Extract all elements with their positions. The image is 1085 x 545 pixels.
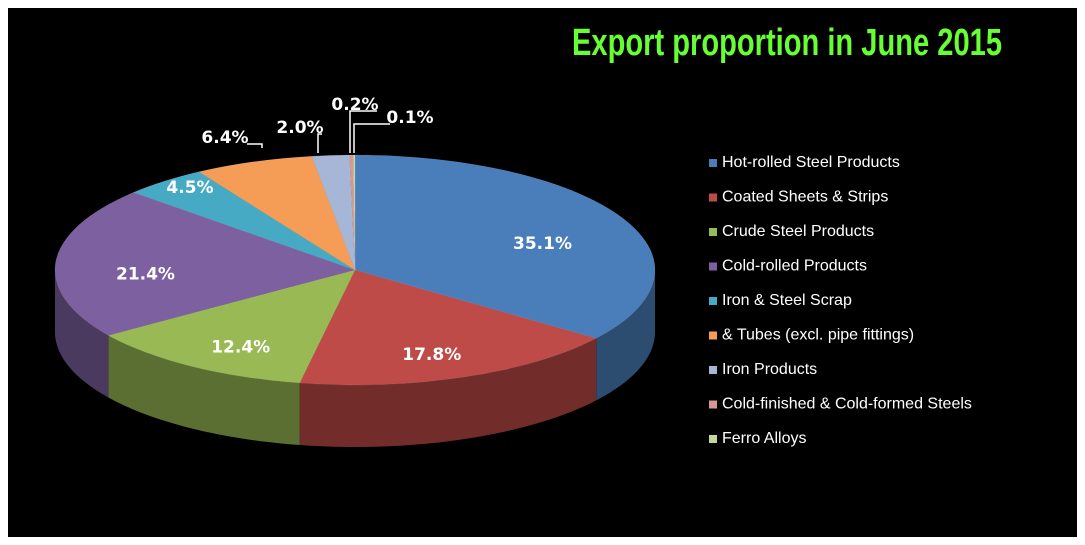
- legend-label: & Tubes (excl. pipe fittings): [722, 327, 914, 344]
- legend-label: Crude Steel Products: [722, 223, 874, 240]
- slice: [132, 171, 356, 271]
- slice: [299, 269, 597, 386]
- legend-label: Coated Sheets & Strips: [722, 189, 888, 206]
- legend-swatch: [709, 331, 717, 340]
- chart-title: Export proportion in June 2015: [572, 22, 1002, 64]
- legend-swatch: [709, 400, 717, 409]
- slice: [349, 154, 356, 271]
- data-label: 12.4%: [211, 338, 270, 358]
- slice: [311, 154, 356, 271]
- legend-label: Hot-rolled Steel Products: [722, 154, 900, 171]
- data-label: 6.4%: [201, 128, 248, 148]
- slice: [352, 154, 356, 271]
- leader-line: [247, 143, 263, 148]
- leader-line: [349, 110, 377, 153]
- slice-side: [108, 335, 300, 446]
- data-label: 0.1%: [386, 108, 433, 128]
- slice: [107, 269, 356, 384]
- data-label: 21.4%: [116, 265, 175, 285]
- leader-line: [353, 123, 390, 153]
- legend-label: Iron & Steel Scrap: [722, 292, 852, 309]
- legend-swatch: [709, 159, 717, 167]
- slice: [354, 154, 656, 339]
- leader-line: [317, 133, 322, 153]
- data-label: 2.0%: [276, 118, 323, 138]
- legend-swatch: [709, 366, 717, 374]
- slice-side: [55, 270, 109, 398]
- legend-label: Cold-finished & Cold-formed Steels: [722, 396, 972, 413]
- legend-swatch: [709, 193, 717, 202]
- legend-swatch: [709, 228, 717, 236]
- legend-swatch: [709, 435, 717, 443]
- slice: [198, 155, 356, 271]
- slice-side: [299, 338, 597, 447]
- legend-swatch: [709, 262, 717, 271]
- data-label: 4.5%: [166, 178, 213, 198]
- data-label: 35.1%: [513, 234, 572, 254]
- legend-label: Ferro Alloys: [722, 430, 806, 447]
- slice: [54, 192, 356, 336]
- data-label: 17.8%: [402, 345, 461, 365]
- slice-side: [596, 270, 655, 401]
- legend-swatch: [709, 297, 717, 305]
- legend-label: Iron Products: [722, 361, 817, 378]
- data-label: 0.2%: [331, 95, 378, 115]
- legend-label: Cold-rolled Products: [722, 258, 867, 275]
